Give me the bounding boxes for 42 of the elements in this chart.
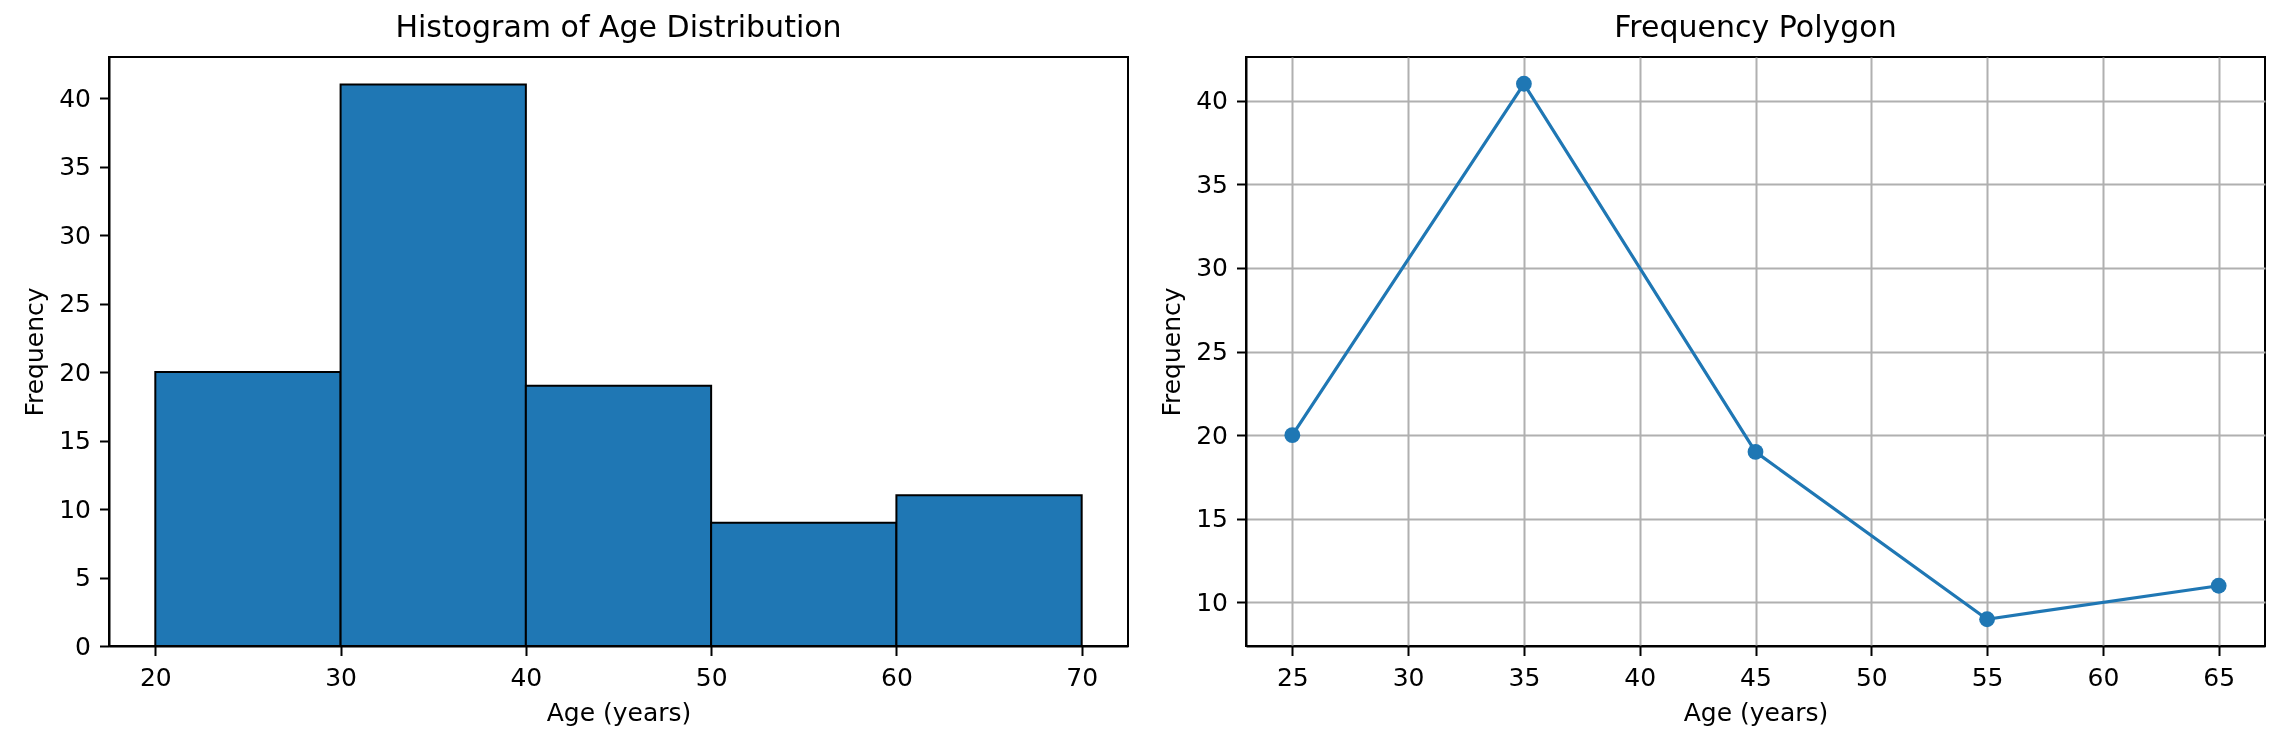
x-tick-label: 60 [881, 663, 913, 692]
point [1516, 75, 1532, 92]
y-tick-label: 20 [59, 357, 91, 387]
x-tick-label: 30 [325, 663, 357, 692]
point [2210, 577, 2227, 594]
x-axis-title: Age (years) [1683, 698, 1829, 727]
x-tick-label: 50 [695, 663, 728, 692]
x-tick-label: 35 [1508, 663, 1541, 692]
y-tick-label: 10 [59, 494, 91, 524]
y-tick-label: 15 [59, 426, 91, 456]
y-tick-label: 30 [1196, 253, 1228, 283]
x-tick-label: 40 [1624, 663, 1657, 692]
x-tick-label: 50 [1855, 663, 1888, 692]
x-tick-label: 25 [1276, 663, 1309, 692]
y-axis-title: Frequency [20, 287, 50, 417]
x-tick-label: 65 [2203, 663, 2236, 692]
x-tick-label: 30 [1392, 663, 1425, 692]
x-tick-label: 70 [1066, 663, 1099, 692]
x-tick-label: 40 [510, 663, 543, 692]
y-tick-label: 40 [59, 83, 91, 113]
y-tick-label: 10 [1196, 587, 1228, 617]
point [1284, 427, 1301, 444]
y-tick-label: 35 [1196, 169, 1228, 199]
y-tick-label: 35 [59, 152, 91, 182]
x-tick-label: 60 [2087, 663, 2120, 692]
y-axis-title: Frequency [1157, 287, 1187, 417]
y-tick-label: 25 [59, 289, 91, 319]
chart-title: Frequency Polygon [1614, 9, 1897, 44]
x-axis-title: Age (years) [546, 698, 692, 727]
y-tick-label: 15 [1196, 504, 1228, 534]
x-tick-label: 55 [1971, 663, 2004, 692]
y-tick-label: 20 [1196, 420, 1228, 450]
point [1747, 444, 1764, 460]
y-tick-label: 40 [1196, 86, 1228, 116]
x-tick-label: 45 [1740, 663, 1772, 692]
y-tick-label: 5 [75, 563, 91, 593]
y-tick-label: 25 [1196, 337, 1228, 366]
x-tick-label: 20 [139, 663, 172, 692]
y-tick-label: 0 [75, 631, 91, 661]
point [1979, 611, 1995, 628]
y-tick-label: 30 [59, 220, 91, 250]
chart-title: Histogram of Age Distribution [395, 9, 842, 44]
